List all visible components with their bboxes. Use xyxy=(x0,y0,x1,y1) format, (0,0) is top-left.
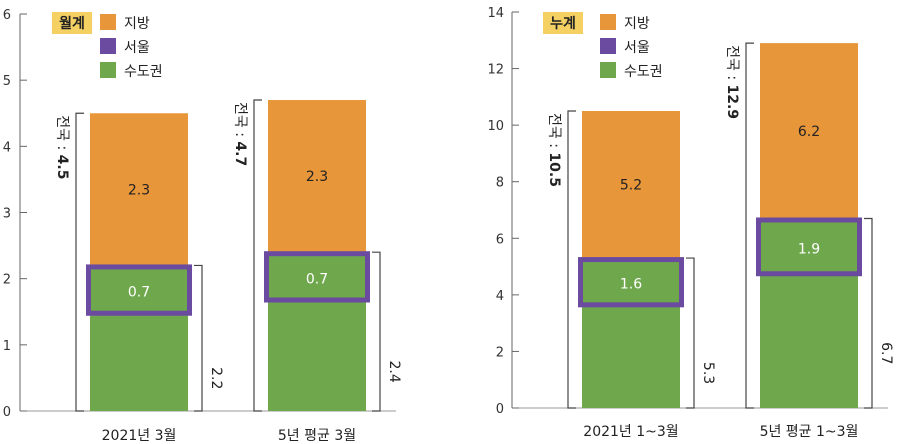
badge-label: 월계 xyxy=(59,15,85,32)
category-label: 2021년 1~3월 xyxy=(583,424,678,440)
segment-label-seoul: 0.7 xyxy=(128,285,150,301)
sudogwon-value-label: 2.4 xyxy=(386,360,402,382)
sudogwon-bracket xyxy=(372,251,381,412)
bar-jibang xyxy=(90,113,188,266)
bar-seoul-outline xyxy=(264,251,370,303)
bar-sudogwon xyxy=(90,265,188,411)
sudogwon-bracket xyxy=(194,264,203,412)
total-prefix: 전국 : xyxy=(54,115,70,154)
total-label: 전국 : 12.9 xyxy=(724,45,740,119)
sudogwon-value-label: 6.7 xyxy=(878,342,894,364)
legend-swatch xyxy=(600,14,616,30)
bar-sudogwon xyxy=(268,252,366,411)
bar-jibang xyxy=(582,111,680,259)
y-tick-label: 12 xyxy=(487,63,504,78)
y-tick-label: 4 xyxy=(496,289,504,304)
sudogwon-bracket xyxy=(686,257,695,409)
y-tick-label: 1 xyxy=(3,339,11,354)
legend-swatch xyxy=(100,62,116,78)
total-bracket xyxy=(567,110,576,409)
sudogwon-value-label: 5.3 xyxy=(700,362,716,384)
category-label: 5년 평균 1~3월 xyxy=(760,424,859,440)
total-bracket xyxy=(75,112,84,412)
y-tick-label: 6 xyxy=(496,232,504,247)
y-tick-label: 2 xyxy=(3,273,11,288)
category-label: 5년 평균 3월 xyxy=(278,428,356,444)
bar-sudogwon xyxy=(582,258,680,408)
bar-seoul-outline xyxy=(578,257,684,308)
y-tick-label: 10 xyxy=(487,119,504,134)
total-value: 12.9 xyxy=(724,85,740,120)
legend-swatch xyxy=(100,38,116,54)
total-label: 전국 : 4.7 xyxy=(232,102,248,166)
total-bracket xyxy=(253,99,262,412)
legend-label: 수도권 xyxy=(124,64,163,80)
bar-seoul-outline xyxy=(756,217,862,277)
segment-label-seoul: 1.9 xyxy=(798,241,820,257)
total-label: 전국 : 10.5 xyxy=(546,113,562,187)
y-tick-label: 0 xyxy=(496,402,504,417)
total-value: 4.7 xyxy=(232,141,248,166)
total-bracket xyxy=(745,42,754,409)
bar-sudogwon xyxy=(760,218,858,408)
total-label: 전국 : 4.5 xyxy=(54,115,70,179)
segment-label-jibang: 6.2 xyxy=(798,124,820,140)
bar-jibang xyxy=(268,100,366,253)
badge-label: 누계 xyxy=(550,16,576,32)
y-tick-label: 2 xyxy=(496,345,504,360)
y-tick-label: 14 xyxy=(487,6,504,21)
sudogwon-value-label: 2.2 xyxy=(208,367,224,389)
segment-label-seoul: 1.6 xyxy=(620,277,642,293)
total-value: 10.5 xyxy=(546,152,562,187)
legend-label: 서울 xyxy=(124,40,150,56)
segment-label-jibang: 2.3 xyxy=(306,169,328,185)
bar-jibang xyxy=(760,43,858,219)
category-label: 2021년 3월 xyxy=(102,428,177,444)
total-value: 4.5 xyxy=(54,155,70,180)
y-tick-label: 0 xyxy=(3,405,11,420)
total-prefix: 전국 : xyxy=(724,45,740,84)
legend-label: 서울 xyxy=(624,40,650,56)
legend-swatch xyxy=(600,38,616,54)
y-tick-label: 4 xyxy=(3,140,11,155)
y-tick-label: 3 xyxy=(3,207,11,222)
badge-background xyxy=(543,12,583,34)
segment-label-jibang: 2.3 xyxy=(128,182,150,198)
sudogwon-bracket xyxy=(864,217,873,409)
segment-label-seoul: 0.7 xyxy=(306,271,328,287)
legend-label: 지방 xyxy=(624,16,650,32)
total-prefix: 전국 : xyxy=(232,102,248,141)
badge-background xyxy=(52,12,92,34)
y-tick-label: 8 xyxy=(496,176,504,191)
legend-swatch xyxy=(600,62,616,78)
bar-seoul-outline xyxy=(86,264,192,316)
y-tick-label: 6 xyxy=(3,8,11,23)
segment-label-jibang: 5.2 xyxy=(620,178,642,194)
legend-swatch xyxy=(100,14,116,30)
legend-label: 지방 xyxy=(124,16,150,32)
legend-label: 수도권 xyxy=(624,64,663,80)
y-tick-label: 5 xyxy=(3,74,11,89)
total-prefix: 전국 : xyxy=(546,113,562,152)
